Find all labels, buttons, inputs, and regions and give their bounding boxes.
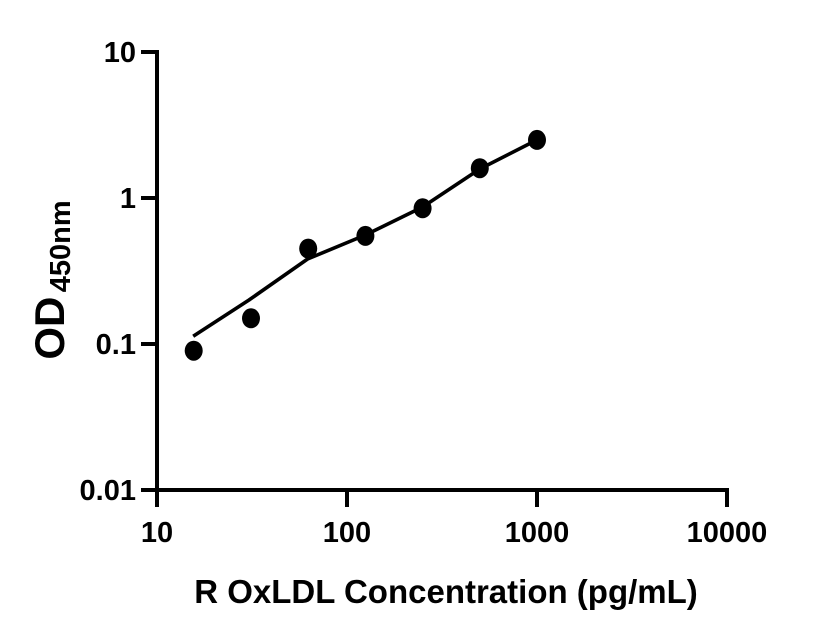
axes (155, 50, 729, 492)
y-tick-label: 0.1 (96, 329, 136, 361)
x-axis-ticks: 10 100 1000 10000 (141, 490, 767, 549)
x-tick-label: 1000 (505, 517, 570, 549)
x-tick-label: 10 (141, 517, 173, 549)
x-axis-label: R OxLDL Concentration (pg/mL) (194, 573, 698, 610)
data-point (299, 238, 318, 259)
x-tick-label: 10000 (687, 517, 768, 549)
y-axis-ticks: 10 1 0.1 0.01 (80, 37, 157, 507)
data-points (184, 129, 546, 361)
data-point (413, 198, 432, 219)
data-point (356, 225, 375, 246)
data-point (184, 340, 203, 361)
y-axis-label: OD 450nm (26, 200, 77, 359)
data-point (242, 308, 260, 329)
data-point (528, 129, 546, 150)
x-tick-label: 100 (323, 517, 371, 549)
y-axis-label-subscript: 450nm (45, 200, 77, 292)
data-point (470, 158, 489, 179)
axis-spines (155, 50, 729, 492)
y-axis-label-main: OD (26, 297, 73, 360)
y-tick-label: 1 (120, 183, 136, 215)
y-tick-label: 0.01 (80, 475, 136, 507)
y-tick-label: 10 (104, 37, 136, 69)
